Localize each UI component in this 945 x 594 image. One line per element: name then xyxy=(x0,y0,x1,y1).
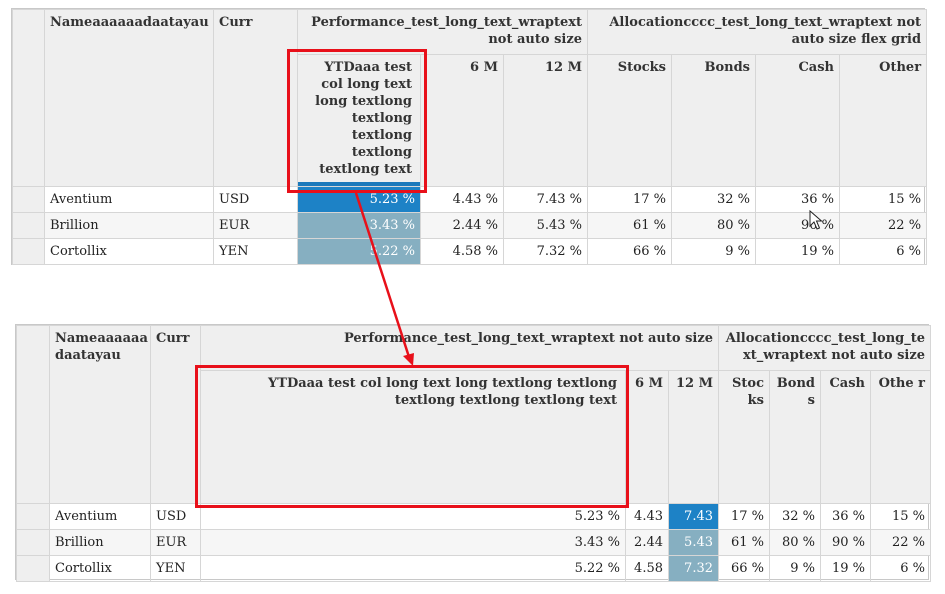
cell-stocks[interactable]: 66 % xyxy=(587,238,672,265)
column-header-name[interactable]: Nameaaaaaa daatayau xyxy=(49,325,151,504)
cell-other[interactable]: 22 % xyxy=(869,529,932,556)
column-header-ytd[interactable]: YTDaaa test col long text long textlong … xyxy=(200,370,626,504)
cell-12m[interactable]: 7.32 xyxy=(668,555,719,582)
column-header-stocks[interactable]: Stocks xyxy=(587,54,672,187)
column-header-other[interactable]: Other xyxy=(838,54,928,187)
cell-12m[interactable]: 5.43 % xyxy=(503,212,588,239)
column-header-bonds[interactable]: Bonds xyxy=(671,54,756,187)
row-header-corner xyxy=(12,9,45,187)
column-header-cash[interactable]: Cash xyxy=(820,370,871,504)
cell-ytd[interactable]: 3.43 % xyxy=(297,212,421,239)
cell-name[interactable]: Aventium xyxy=(49,503,151,530)
cell-12m[interactable]: 7.32 % xyxy=(503,238,588,265)
cell-other[interactable]: 6 % xyxy=(838,238,928,265)
cell-other[interactable]: 6 % xyxy=(869,555,932,582)
cell-name[interactable]: Cortollix xyxy=(49,555,151,582)
cell-cash[interactable]: 19 % xyxy=(755,238,840,265)
sort-indicator-bar xyxy=(298,182,420,186)
cell-cash[interactable]: 90 % xyxy=(755,212,840,239)
table-row[interactable]: Brillion EUR 3.43 % 2.44 % 5.43 % 61 % 8… xyxy=(12,212,928,239)
column-group-performance[interactable]: Performance_test_long_text_wraptext not … xyxy=(200,325,719,371)
cell-6m[interactable]: 4.58 % xyxy=(420,238,504,265)
cell-6m[interactable]: 4.43 xyxy=(625,503,669,530)
cell-bonds[interactable]: 9 % xyxy=(671,238,756,265)
cell-curr[interactable]: YEN xyxy=(213,238,298,265)
cell-curr[interactable]: EUR xyxy=(150,529,201,556)
column-header-cash[interactable]: Cash xyxy=(755,54,840,187)
column-header-curr[interactable]: Curr xyxy=(150,325,201,504)
table-row[interactable]: Brillion EUR 3.43 % 2.44 5.43 61 % 80 % … xyxy=(16,529,932,556)
column-group-allocation[interactable]: Allocationcccc_test_long_text_wraptext n… xyxy=(586,9,928,55)
cell-cash[interactable]: 36 % xyxy=(755,186,840,213)
cell-name[interactable]: Brillion xyxy=(49,529,151,556)
column-group-allocation[interactable]: Allocationcccc_test_long_te xt_wraptext … xyxy=(717,325,932,371)
column-header-bonds[interactable]: Bond s xyxy=(769,370,821,504)
cell-name[interactable]: Aventium xyxy=(44,186,214,213)
cell-ytd[interactable]: 5.22 % xyxy=(297,238,421,265)
row-header[interactable] xyxy=(16,529,50,556)
cell-other[interactable]: 15 % xyxy=(838,186,928,213)
cell-bonds[interactable]: 9 % xyxy=(769,555,821,582)
cell-other[interactable]: 15 % xyxy=(869,503,932,530)
cell-6m[interactable]: 4.58 xyxy=(625,555,669,582)
cell-curr[interactable]: USD xyxy=(150,503,201,530)
cell-other[interactable]: 22 % xyxy=(838,212,928,239)
cell-name[interactable]: Brillion xyxy=(44,212,214,239)
cell-stocks[interactable]: 17 % xyxy=(587,186,672,213)
column-header-curr[interactable]: Curr xyxy=(213,9,298,187)
top-data-grid: Nameaaaaaadaatayau Curr Performance_test… xyxy=(11,8,928,265)
cell-6m[interactable]: 2.44 xyxy=(625,529,669,556)
table-row[interactable]: Aventium USD 5.23 % 4.43 7.43 17 % 32 % … xyxy=(16,503,932,530)
bottom-data-grid: Nameaaaaaa daatayau Curr Performance_tes… xyxy=(15,324,932,582)
cell-ytd[interactable]: 5.23 % xyxy=(200,503,626,530)
row-header[interactable] xyxy=(12,212,45,239)
cell-6m[interactable]: 2.44 % xyxy=(420,212,504,239)
cell-ytd[interactable]: 5.23 % xyxy=(297,186,421,213)
cell-12m[interactable]: 5.43 xyxy=(668,529,719,556)
column-header-stocks[interactable]: Stoc ks xyxy=(718,370,770,504)
cell-ytd[interactable]: 5.22 % xyxy=(200,555,626,582)
column-header-ytd[interactable]: YTDaaa test col long text long textlong … xyxy=(297,54,421,187)
cell-cash[interactable]: 19 % xyxy=(820,555,871,582)
table-row[interactable]: Aventium USD 5.23 % 4.43 % 7.43 % 17 % 3… xyxy=(12,186,928,213)
cell-cash[interactable]: 36 % xyxy=(820,503,871,530)
cell-curr[interactable]: USD xyxy=(213,186,298,213)
cell-curr[interactable]: YEN xyxy=(150,555,201,582)
cell-6m[interactable]: 4.43 % xyxy=(420,186,504,213)
cell-stocks[interactable]: 61 % xyxy=(718,529,770,556)
row-header[interactable] xyxy=(16,555,50,582)
cell-stocks[interactable]: 17 % xyxy=(718,503,770,530)
column-header-name[interactable]: Nameaaaaaadaatayau xyxy=(44,9,214,187)
column-header-12m[interactable]: 12 M xyxy=(503,54,588,187)
column-header-other[interactable]: Othe r xyxy=(869,370,932,504)
cell-cash[interactable]: 90 % xyxy=(820,529,871,556)
row-header[interactable] xyxy=(12,186,45,213)
table-row[interactable]: Cortollix YEN 5.22 % 4.58 7.32 66 % 9 % … xyxy=(16,555,932,582)
cell-bonds[interactable]: 32 % xyxy=(671,186,756,213)
column-header-ytd-label: YTDaaa test col long text long textlong … xyxy=(315,60,412,177)
column-header-12m[interactable]: 12 M xyxy=(668,370,719,504)
table-row[interactable]: Cortollix YEN 5.22 % 4.58 % 7.32 % 66 % … xyxy=(12,238,928,265)
column-group-performance[interactable]: Performance_test_long_text_wraptext not … xyxy=(297,9,588,55)
row-header[interactable] xyxy=(12,238,45,265)
row-header[interactable] xyxy=(16,503,50,530)
cell-ytd[interactable]: 3.43 % xyxy=(200,529,626,556)
row-header-corner xyxy=(16,325,50,504)
cell-bonds[interactable]: 32 % xyxy=(769,503,821,530)
column-header-6m[interactable]: 6 M xyxy=(625,370,669,504)
cell-bonds[interactable]: 80 % xyxy=(769,529,821,556)
column-header-6m[interactable]: 6 M xyxy=(420,54,504,187)
cell-12m[interactable]: 7.43 % xyxy=(503,186,588,213)
cell-stocks[interactable]: 66 % xyxy=(718,555,770,582)
cell-stocks[interactable]: 61 % xyxy=(587,212,672,239)
cell-curr[interactable]: EUR xyxy=(213,212,298,239)
cell-12m[interactable]: 7.43 xyxy=(668,503,719,530)
cell-bonds[interactable]: 80 % xyxy=(671,212,756,239)
cell-name[interactable]: Cortollix xyxy=(44,238,214,265)
